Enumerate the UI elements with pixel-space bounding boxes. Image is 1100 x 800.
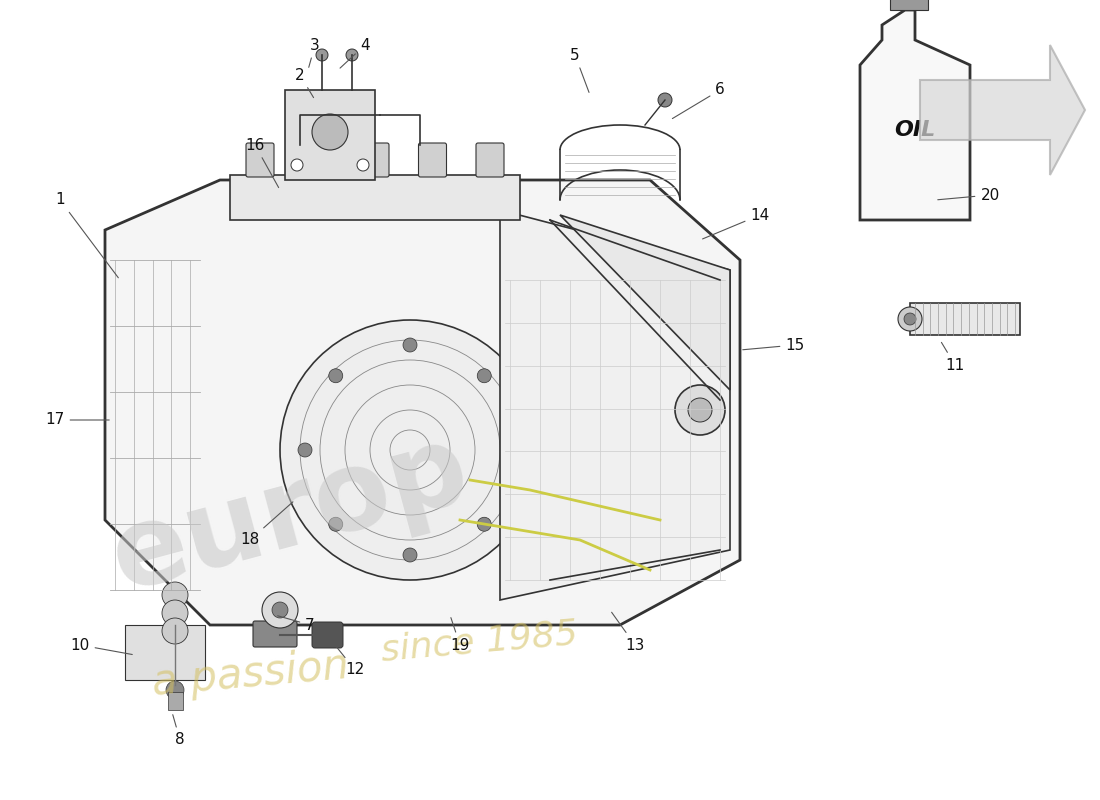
Text: 5: 5 bbox=[570, 47, 589, 93]
Circle shape bbox=[688, 398, 712, 422]
Circle shape bbox=[675, 385, 725, 435]
Text: 7: 7 bbox=[277, 616, 315, 633]
Circle shape bbox=[272, 602, 288, 618]
Text: 17: 17 bbox=[45, 413, 109, 427]
Text: 8: 8 bbox=[173, 714, 185, 747]
Circle shape bbox=[312, 114, 348, 150]
Text: europ: europ bbox=[100, 415, 481, 613]
Circle shape bbox=[898, 307, 922, 331]
FancyBboxPatch shape bbox=[312, 622, 343, 648]
Circle shape bbox=[166, 681, 184, 699]
Circle shape bbox=[477, 518, 492, 531]
Circle shape bbox=[162, 600, 188, 626]
Text: since 1985: since 1985 bbox=[379, 616, 580, 667]
FancyBboxPatch shape bbox=[361, 143, 389, 177]
Text: 19: 19 bbox=[450, 618, 470, 653]
FancyBboxPatch shape bbox=[253, 621, 297, 647]
Polygon shape bbox=[230, 175, 520, 220]
Text: 6: 6 bbox=[672, 82, 725, 118]
Text: 2: 2 bbox=[295, 67, 313, 98]
Polygon shape bbox=[910, 303, 1020, 335]
Circle shape bbox=[329, 518, 343, 531]
Polygon shape bbox=[500, 210, 730, 600]
Circle shape bbox=[403, 338, 417, 352]
Circle shape bbox=[280, 320, 540, 580]
Polygon shape bbox=[920, 45, 1085, 175]
Circle shape bbox=[904, 313, 916, 325]
Circle shape bbox=[262, 592, 298, 628]
Text: 20: 20 bbox=[938, 187, 1000, 202]
Text: 10: 10 bbox=[70, 638, 132, 654]
Circle shape bbox=[508, 443, 522, 457]
Polygon shape bbox=[104, 180, 740, 625]
Circle shape bbox=[477, 369, 492, 382]
Text: 4: 4 bbox=[340, 38, 370, 68]
Circle shape bbox=[316, 49, 328, 61]
Circle shape bbox=[358, 159, 368, 171]
Circle shape bbox=[346, 49, 358, 61]
Text: 18: 18 bbox=[241, 502, 293, 547]
Text: a passion: a passion bbox=[150, 645, 350, 704]
Bar bbox=[125, 625, 205, 680]
Circle shape bbox=[292, 159, 302, 171]
Bar bbox=[168, 692, 183, 710]
FancyBboxPatch shape bbox=[246, 143, 274, 177]
Text: 15: 15 bbox=[742, 338, 804, 353]
Text: 13: 13 bbox=[612, 612, 645, 653]
FancyBboxPatch shape bbox=[304, 143, 331, 177]
Circle shape bbox=[658, 93, 672, 107]
Polygon shape bbox=[560, 215, 730, 390]
Text: OIL: OIL bbox=[894, 120, 936, 140]
Text: 11: 11 bbox=[942, 342, 965, 373]
Circle shape bbox=[298, 443, 312, 457]
FancyBboxPatch shape bbox=[476, 143, 504, 177]
Circle shape bbox=[403, 548, 417, 562]
Circle shape bbox=[162, 618, 188, 644]
FancyBboxPatch shape bbox=[418, 143, 447, 177]
Text: 12: 12 bbox=[337, 647, 364, 678]
Bar bbox=[890, 0, 928, 10]
Text: 1: 1 bbox=[55, 193, 119, 278]
Polygon shape bbox=[285, 90, 375, 180]
Text: 14: 14 bbox=[703, 207, 770, 239]
Text: 3: 3 bbox=[309, 38, 320, 67]
Polygon shape bbox=[860, 10, 970, 220]
Circle shape bbox=[329, 369, 343, 382]
Text: 16: 16 bbox=[245, 138, 278, 187]
Circle shape bbox=[162, 582, 188, 608]
